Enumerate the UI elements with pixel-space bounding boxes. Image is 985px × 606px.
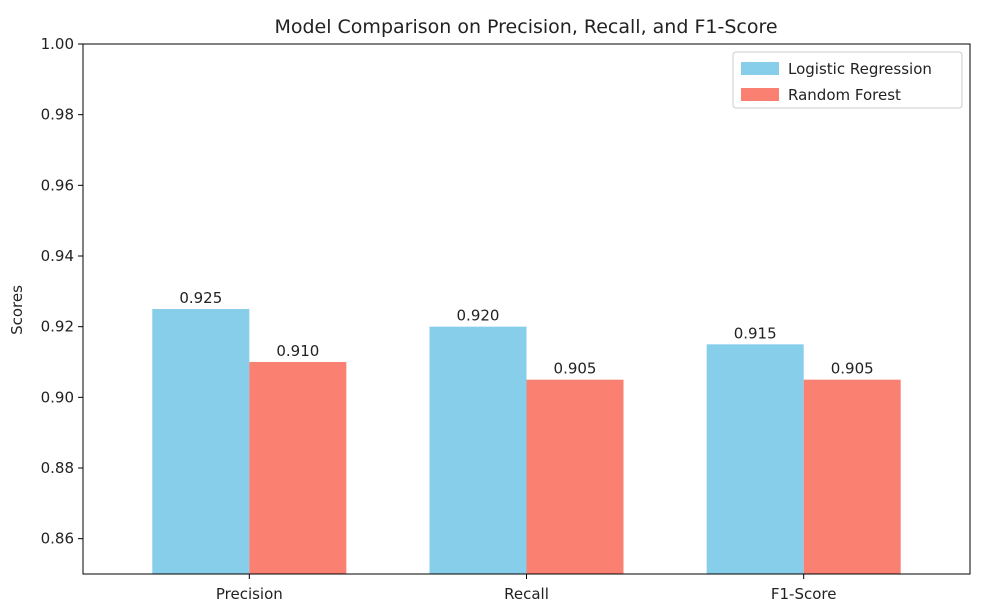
x-tick-label: Precision	[216, 585, 283, 603]
bar-logistic-regression-f1-score	[706, 344, 804, 574]
bar-labels-group: 0.925 0.910 0.920 0.905 0.915 0.905	[179, 289, 873, 378]
bar-logistic-regression-recall	[429, 326, 527, 574]
bar-value-label: 0.905	[831, 360, 874, 378]
y-tick-label: 0.90	[41, 388, 74, 406]
y-tick-label: 0.96	[41, 176, 74, 194]
y-tick-label: 0.86	[41, 530, 74, 548]
legend: Logistic Regression Random Forest	[732, 51, 963, 109]
legend-swatch	[741, 62, 779, 75]
y-tick-label: 0.94	[41, 247, 74, 265]
legend-label: Random Forest	[788, 86, 901, 104]
bars-group	[152, 309, 901, 574]
y-axis-label: Scores	[8, 285, 26, 335]
x-tick-label: F1-Score	[771, 585, 837, 603]
bar-value-label: 0.905	[554, 360, 597, 378]
y-axis-ticks: 0.86 0.88 0.90 0.92 0.94 0.96 0.98 1.00	[41, 35, 83, 548]
plot-frame	[82, 43, 971, 575]
legend-swatch	[741, 88, 779, 101]
legend-frame	[732, 51, 963, 109]
bar-random-forest-f1-score	[803, 379, 901, 574]
chart-title: Model Comparison on Precision, Recall, a…	[274, 16, 777, 38]
x-tick-label: Recall	[504, 585, 549, 603]
x-axis-ticks: Precision Recall F1-Score	[216, 574, 837, 603]
bar-value-label: 0.925	[179, 289, 222, 307]
y-tick-label: 0.98	[41, 106, 74, 124]
bar-random-forest-precision	[249, 362, 347, 574]
bar-value-label: 0.910	[276, 342, 319, 360]
legend-label: Logistic Regression	[788, 60, 932, 78]
bar-value-label: 0.920	[457, 307, 500, 325]
bar-random-forest-recall	[526, 379, 624, 574]
y-tick-label: 0.92	[41, 318, 74, 336]
y-tick-label: 1.00	[41, 35, 74, 53]
bar-logistic-regression-precision	[152, 309, 250, 574]
bar-value-label: 0.915	[734, 324, 777, 342]
y-tick-label: 0.88	[41, 459, 74, 477]
